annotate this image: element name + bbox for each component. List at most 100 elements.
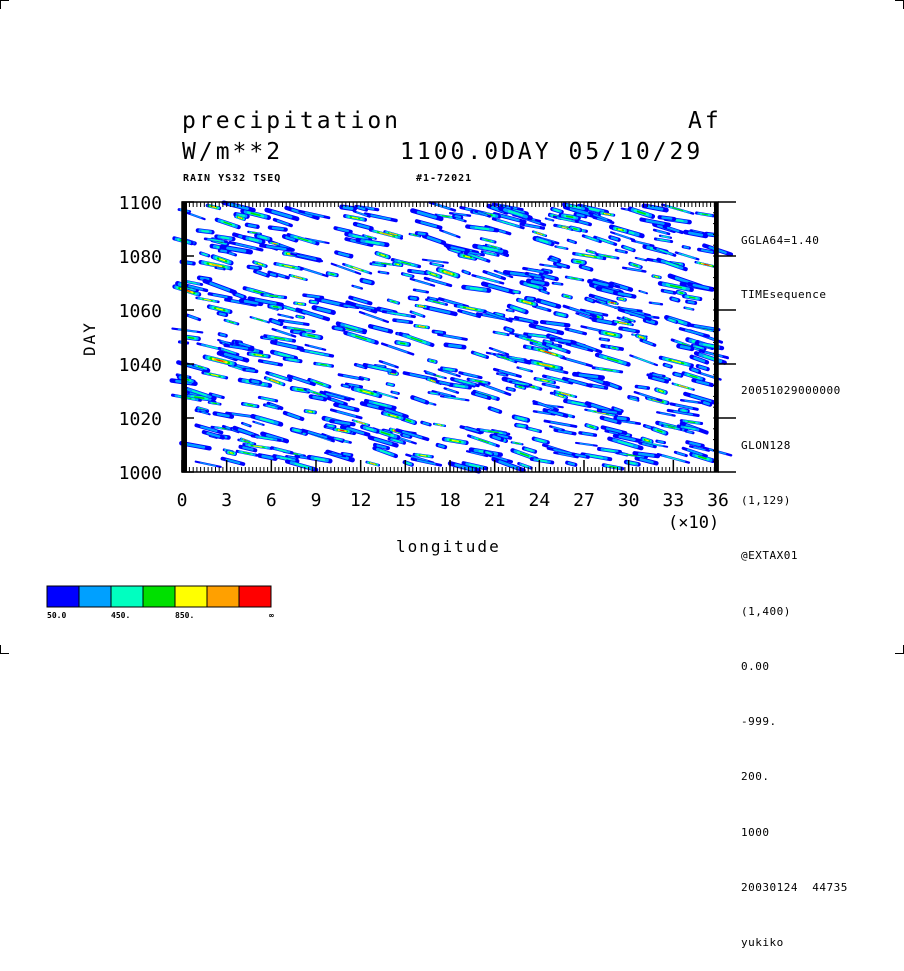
- heatmap-cell: [593, 368, 622, 372]
- heatmap-cell: [528, 281, 547, 284]
- heatmap-cell: [251, 381, 260, 383]
- heatmap-cell: [315, 364, 332, 367]
- heatmap-cell: [580, 433, 595, 435]
- heatmap-cell: [546, 219, 554, 221]
- heatmap-cell: [187, 315, 200, 320]
- heatmap-cell: [460, 373, 481, 378]
- y-tick-label: 1040: [119, 355, 162, 376]
- heatmap-cell: [272, 342, 302, 349]
- heatmap-cell: [394, 264, 401, 265]
- heatmap-cell: [242, 423, 250, 426]
- heatmap-cell: [563, 295, 571, 297]
- heatmap-cell: [473, 352, 488, 357]
- heatmap-cell: [387, 384, 393, 385]
- heatmap-cell: [535, 238, 552, 243]
- heatmap-cell: [630, 355, 657, 365]
- y-tick-label: 1080: [119, 247, 162, 268]
- heatmap-cell: [681, 400, 701, 403]
- heatmap-cell: [660, 236, 671, 238]
- y-tick-label: 1000: [119, 463, 162, 484]
- heatmap-cell: [292, 429, 301, 431]
- heatmap-cell: [301, 350, 332, 356]
- heatmap-cell: [412, 397, 427, 402]
- heatmap-cell: [275, 264, 301, 269]
- heatmap-cell: [516, 425, 526, 427]
- crop-mark: [895, 645, 904, 654]
- x-tick-label: 18: [439, 490, 461, 511]
- heatmap-cell: [367, 462, 379, 465]
- heatmap-cell: [222, 459, 243, 465]
- heatmap-cell: [653, 429, 666, 434]
- heatmap-cell: [304, 295, 322, 298]
- heatmap-cell: [566, 277, 583, 280]
- heatmap-cell: [379, 272, 388, 273]
- heatmap-cell: [249, 267, 260, 269]
- heatmap-cells: [172, 203, 731, 472]
- heatmap-cell: [394, 320, 411, 322]
- heatmap-cell: [285, 413, 302, 419]
- crop-mark: [0, 645, 9, 654]
- legend-swatch: [175, 586, 207, 607]
- heatmap-cell: [533, 232, 546, 236]
- heatmap-cell: [623, 247, 634, 251]
- heatmap-cell: [208, 205, 220, 208]
- x-tick-label: 12: [350, 490, 372, 511]
- heatmap-cell: [209, 294, 231, 298]
- heatmap-cell: [279, 320, 308, 324]
- legend-label: 450.: [111, 611, 130, 620]
- y-tick-label: 1100: [119, 193, 162, 214]
- heatmap-cell: [377, 253, 389, 257]
- heatmap-cell: [335, 228, 350, 232]
- heatmap-cell: [581, 267, 592, 270]
- heatmap-cell: [485, 452, 492, 454]
- heatmap-cell: [590, 385, 606, 388]
- heatmap-cell: [577, 221, 590, 225]
- heatmap-cell: [538, 301, 559, 307]
- heatmap-cell: [657, 412, 674, 415]
- heatmap-cell: [481, 239, 495, 242]
- heatmap-cell: [542, 322, 568, 325]
- heatmap-cell: [415, 326, 428, 328]
- heatmap-cell: [445, 388, 458, 392]
- heatmap-cell: [425, 307, 456, 314]
- heatmap-cell: [314, 308, 333, 313]
- heatmap-cell: [663, 291, 675, 293]
- heatmap-cell: [260, 361, 282, 365]
- heatmap-cell: [217, 220, 239, 227]
- heatmap-cell: [574, 374, 602, 378]
- heatmap-cell: [686, 431, 693, 433]
- x-tick-label: 27: [573, 490, 595, 511]
- heatmap-cell: [512, 442, 523, 444]
- heatmap-cell: [253, 422, 263, 425]
- heatmap-cell: [389, 300, 399, 303]
- heatmap-cell: [392, 392, 399, 394]
- heatmap-cell: [639, 291, 647, 293]
- heatmap-cell: [403, 274, 413, 277]
- heatmap-cell: [345, 333, 376, 343]
- side-info-line: 200.: [741, 768, 848, 786]
- heatmap-cell: [345, 216, 365, 220]
- heatmap-cell: [272, 448, 292, 453]
- heatmap-cell: [492, 436, 502, 439]
- heatmap-cell: [306, 411, 315, 412]
- heatmap-cell: [616, 418, 628, 420]
- heatmap-cell: [675, 452, 686, 455]
- heatmap-cell: [442, 368, 456, 370]
- crop-mark: [0, 0, 9, 9]
- heatmap-cell: [656, 390, 665, 393]
- heatmap-cell: [586, 299, 593, 301]
- heatmap-cell: [597, 355, 628, 365]
- heatmap-cell: [660, 217, 675, 219]
- heatmap-cell: [600, 339, 608, 340]
- heatmap-cell: [679, 346, 692, 349]
- heatmap-cell: [434, 424, 445, 426]
- heatmap-cell: [251, 317, 269, 322]
- heatmap-cell: [220, 251, 228, 252]
- side-info-line: 20030124 44735: [741, 879, 848, 897]
- heatmap-cell: [555, 430, 575, 434]
- heatmap-cell: [254, 262, 266, 266]
- heatmap-cell: [371, 264, 385, 266]
- legend-swatch: [207, 586, 239, 607]
- heatmap-cell: [423, 260, 448, 263]
- heatmap-cell: [370, 326, 391, 331]
